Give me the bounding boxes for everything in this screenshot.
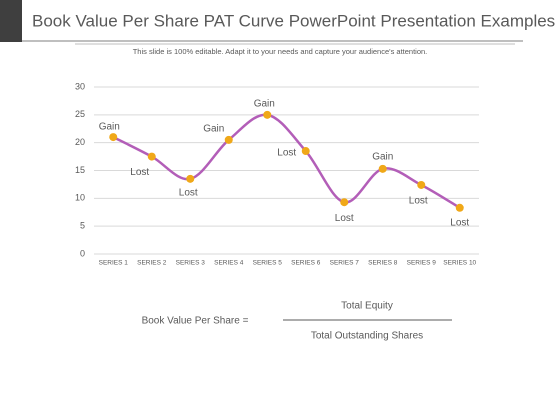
- point-label: Lost: [130, 167, 149, 178]
- y-tick-label: 20: [75, 137, 85, 147]
- point-label: Gain: [203, 124, 224, 135]
- x-tick-label: SERIES 7: [330, 260, 360, 267]
- point-label: Lost: [277, 148, 296, 159]
- x-tick-label: SERIES 9: [407, 260, 437, 267]
- data-point: [109, 133, 118, 142]
- data-point: [455, 203, 464, 212]
- y-tick-label: 15: [75, 165, 85, 175]
- data-point: [263, 110, 272, 119]
- x-tick-label: SERIES 6: [291, 260, 321, 267]
- x-tick-label: SERIES 5: [253, 260, 283, 267]
- data-point: [186, 174, 195, 183]
- point-label: Gain: [372, 151, 393, 162]
- point-label: Gain: [254, 98, 275, 109]
- formula-numerator: Total Equity: [341, 301, 393, 312]
- point-label: Lost: [409, 196, 428, 207]
- y-tick-label: 25: [75, 109, 85, 119]
- slide-title: Book Value Per Share PAT Curve PowerPoin…: [32, 11, 555, 30]
- data-point: [340, 198, 349, 207]
- point-label: Gain: [99, 122, 120, 133]
- data-point: [147, 152, 156, 161]
- formula-lhs: Book Value Per Share =: [142, 316, 249, 327]
- point-label: Lost: [450, 217, 469, 228]
- data-point: [224, 135, 233, 144]
- point-label: Lost: [179, 187, 198, 198]
- point-label: Lost: [335, 213, 354, 224]
- x-tick-label: SERIES 10: [443, 260, 476, 267]
- x-tick-label: SERIES 2: [137, 260, 167, 267]
- formula-denominator: Total Outstanding Shares: [311, 331, 423, 342]
- y-tick-label: 5: [80, 221, 85, 231]
- slide-subtitle: This slide is 100% editable. Adapt it to…: [133, 47, 428, 56]
- y-tick-label: 30: [75, 81, 85, 91]
- x-tick-label: SERIES 8: [368, 260, 398, 267]
- data-point: [417, 180, 426, 189]
- data-point: [301, 147, 310, 156]
- x-tick-label: SERIES 1: [99, 260, 129, 267]
- data-point: [378, 164, 387, 173]
- title-accent: [0, 0, 22, 42]
- data-line: [112, 113, 461, 209]
- y-tick-label: 0: [80, 248, 85, 258]
- x-tick-label: SERIES 3: [176, 260, 206, 267]
- x-tick-label: SERIES 4: [214, 260, 244, 267]
- y-tick-label: 10: [75, 193, 85, 203]
